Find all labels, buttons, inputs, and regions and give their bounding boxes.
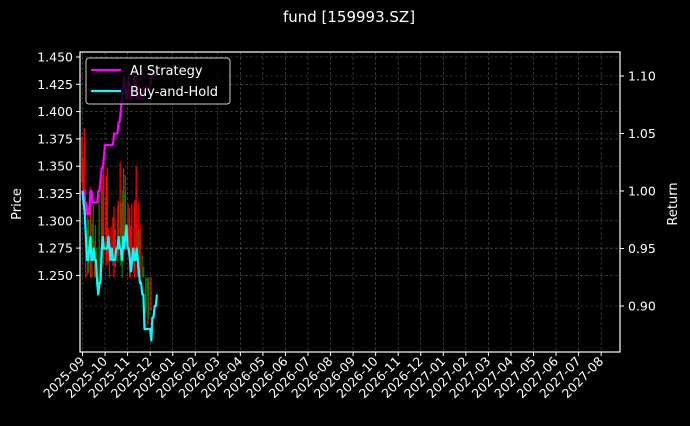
series-buy-and-hold [81,190,158,342]
y-tick-label-right: 1.00 [628,184,656,199]
y-tick-label-right: 0.95 [628,241,656,256]
plot-frame [79,51,621,353]
y-tick-label-left: 1.275 [37,241,73,256]
y-tick-label-left: 1.300 [37,213,73,228]
legend-label-ai-strategy: AI Strategy [130,64,203,79]
legend-box [85,57,231,105]
legend: AI Strategy Buy-and-Hold [85,57,231,105]
right-y-axis: 0.90 0.95 1.00 1.05 1.10 [620,69,656,314]
y-tick-label-right: 0.90 [628,299,656,314]
x-axis: 2025-092025-102025-112025-122026-012026-… [40,352,606,401]
y-tick-label-left: 1.350 [37,159,73,174]
y-axis-label-right: Return [666,182,681,225]
chart-title: fund [159993.SZ] [283,8,415,26]
y-tick-label-left: 1.425 [37,77,73,92]
legend-label-buy-and-hold: Buy-and-Hold [130,85,218,100]
y-tick-label-left: 1.250 [37,268,73,283]
y-tick-label-left: 1.400 [37,104,73,119]
y-tick-label-left: 1.450 [37,50,73,65]
y-tick-label-left: 1.325 [37,186,73,201]
grid-lines [80,52,620,352]
left-y-axis: 1.250 1.275 1.300 1.325 1.350 1.375 1.400 1.425… [37,50,80,283]
y-tick-label-left: 1.375 [37,131,73,146]
y-tick-label-right: 1.05 [628,126,656,141]
y-axis-label-left: Price [10,188,25,220]
y-tick-label-right: 1.10 [628,69,656,84]
